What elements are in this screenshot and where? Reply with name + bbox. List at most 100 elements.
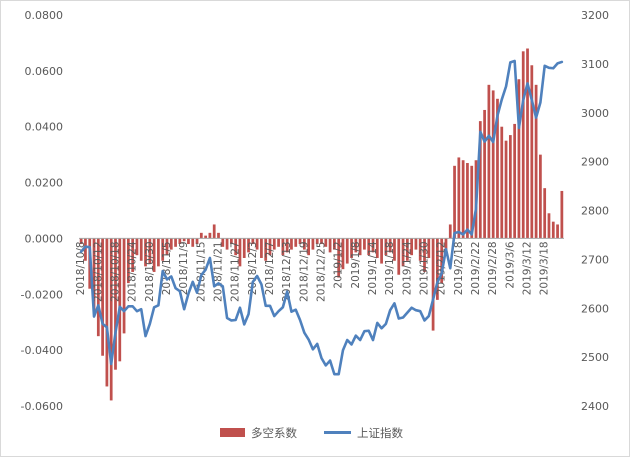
bar-mark <box>410 238 414 256</box>
bar-mark <box>242 238 246 258</box>
left-tick-label: -0.0400 <box>21 344 63 357</box>
bar-mark <box>290 238 293 250</box>
bar-mark <box>466 163 469 239</box>
right-tick-label: 3000 <box>581 107 609 120</box>
right-tick-label: 2800 <box>581 205 609 218</box>
right-tick-label: 3200 <box>581 9 609 22</box>
bar-mark <box>375 238 379 258</box>
x-tick-label: 2019/1/14 <box>367 241 379 295</box>
right-tick-label: 2400 <box>581 400 609 413</box>
bar-mark <box>187 238 190 245</box>
x-tick-label: 2018/11/27 <box>230 241 242 302</box>
x-tick-label: 2018/12/7 <box>264 241 276 295</box>
bar-mark <box>444 238 448 253</box>
x-tick-label: 2019/2/18 <box>453 241 465 295</box>
left-tick-label: 0.0800 <box>25 9 64 22</box>
left-tick-label: -0.0200 <box>21 288 63 301</box>
right-tick-label: 2600 <box>581 302 609 315</box>
bar-mark <box>148 238 152 264</box>
bar-mark <box>157 238 160 267</box>
bar-mark <box>268 238 272 256</box>
bar-mark <box>388 238 392 253</box>
bar-mark <box>333 238 336 250</box>
right-axis: 2400 2500 2600 2700 2800 2900 3000 3100 3200 <box>581 9 609 413</box>
bar-mark <box>363 238 366 250</box>
bar-mark <box>448 224 452 239</box>
bar-mark <box>534 84 538 239</box>
legend-label-line: 上证指数 <box>357 426 403 440</box>
bar-mark <box>307 238 310 256</box>
legend-label-bar: 多空系数 <box>251 426 297 440</box>
bar-mark <box>195 238 199 245</box>
bar-mark <box>500 126 504 239</box>
bar-mark <box>345 238 349 264</box>
bar-mark <box>328 238 332 253</box>
legend: 多空系数 上证指数 <box>220 426 403 440</box>
x-tick-label: 2018/10/24 <box>127 241 139 302</box>
bar-mark <box>277 238 280 247</box>
bar-mark <box>294 238 298 247</box>
left-tick-label: 0.0200 <box>25 177 64 190</box>
x-tick-label: 2019/3/18 <box>539 241 551 295</box>
bar-mark <box>96 238 100 337</box>
bar-mark <box>539 154 542 239</box>
bar-mark <box>496 98 499 239</box>
x-tick-label: 2019/1/24 <box>401 241 413 295</box>
bar-mark <box>165 238 169 256</box>
index-line <box>79 59 564 376</box>
bar-mark <box>169 238 173 250</box>
bar-mark <box>238 238 242 267</box>
bar-mark <box>217 232 220 239</box>
bar-mark <box>79 238 83 245</box>
bar-mark <box>337 238 341 278</box>
bar-mark <box>543 188 547 239</box>
x-tick-label: 2019/1/2 <box>333 241 345 288</box>
x-tick-label: 2018/10/18 <box>109 241 121 302</box>
bar-mark <box>139 238 143 261</box>
x-tick-label: 2018/12/19 <box>298 241 310 302</box>
left-tick-label: 0.0400 <box>25 121 64 134</box>
bar-mark <box>212 224 216 239</box>
bar-mark <box>302 238 306 250</box>
bar-mark <box>341 238 345 270</box>
bar-mark <box>320 238 323 245</box>
bar-mark <box>182 238 186 242</box>
bar-mark <box>423 238 426 272</box>
bar-mark <box>453 165 456 239</box>
bar-mark <box>105 238 109 387</box>
x-axis-ticks: 2018/10/8 2018/10/12 2018/10/18 2018/10/24 2… <box>75 241 551 302</box>
bar-mark <box>135 238 139 256</box>
bar-mark <box>504 140 508 239</box>
bar-mark <box>272 238 276 250</box>
bar-mark <box>483 109 486 239</box>
bar-mark <box>234 238 238 256</box>
right-tick-label: 2500 <box>581 351 609 364</box>
bar-mark <box>281 238 285 256</box>
bar-mark <box>461 160 465 239</box>
bar-mark <box>431 238 435 331</box>
bar-mark <box>418 238 422 261</box>
bar-mark <box>208 232 212 239</box>
x-tick-label: 2019/3/12 <box>522 241 534 295</box>
bar-mark <box>118 238 122 362</box>
bar-mark <box>285 238 289 253</box>
bar-mark <box>427 238 431 258</box>
left-axis: -0.0600 -0.0400 -0.0200 0.0000 0.0200 0.0400 0… <box>21 9 63 413</box>
bar-mark <box>126 238 130 284</box>
x-tick-label: 2019/1/30 <box>419 241 431 295</box>
bar-mark <box>225 238 229 250</box>
bar-mark <box>191 238 195 247</box>
bar-mark <box>315 238 319 245</box>
legend-swatch-bar <box>220 428 245 437</box>
bar-mark <box>371 238 375 253</box>
right-tick-label: 2700 <box>581 253 609 266</box>
bar-mark <box>508 135 512 239</box>
bar-mark <box>530 65 534 239</box>
left-tick-label: 0.0000 <box>25 232 64 245</box>
bar-mark <box>367 238 371 256</box>
bar-mark <box>251 238 255 245</box>
bar-mark <box>380 238 383 264</box>
bar-mark <box>260 238 263 258</box>
x-tick-label: 2018/11/9 <box>178 241 190 295</box>
bar-mark <box>311 238 315 250</box>
